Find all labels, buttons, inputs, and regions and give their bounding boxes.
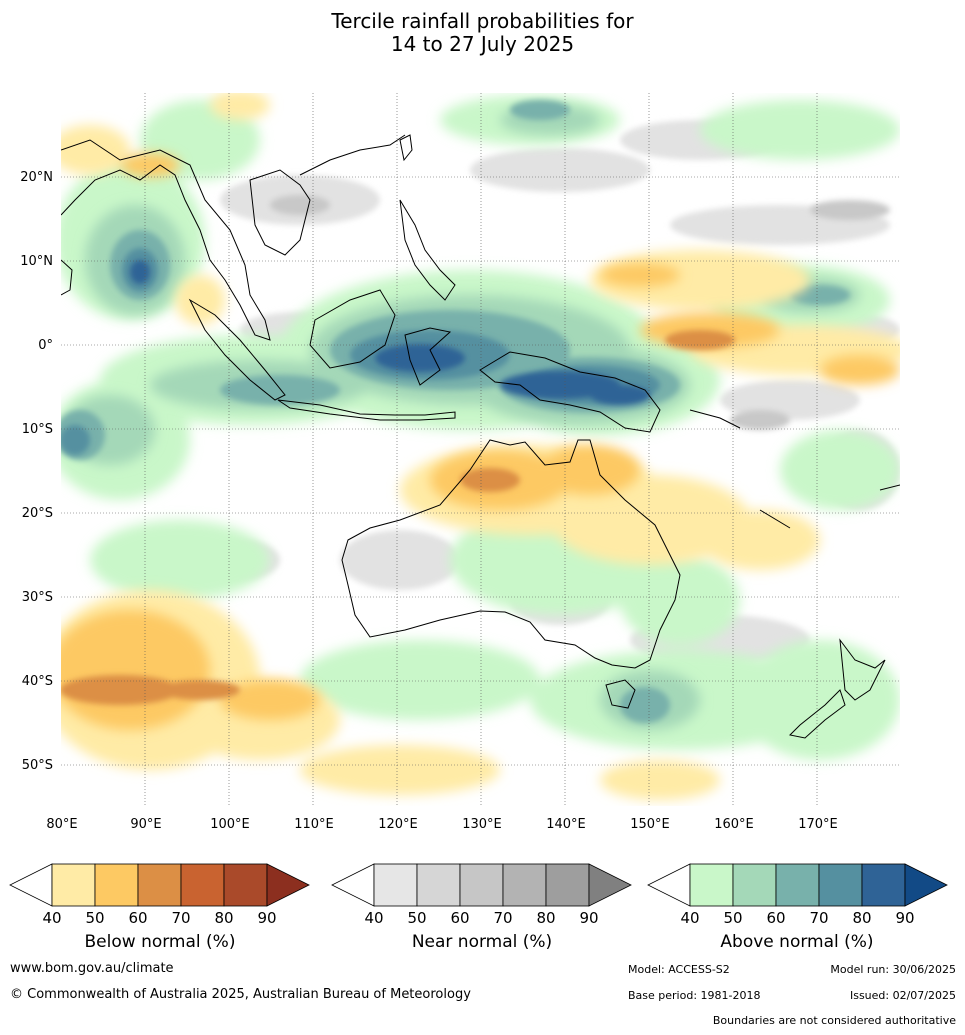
colorbar-tick-label: 40 xyxy=(364,909,383,927)
colorbars: 40 50 60 70 80 90 40 50 60 70 80 90 40 50 60 70 80 90 xyxy=(9,863,948,927)
lat-label: 50°S xyxy=(22,758,53,773)
colorbar-segment xyxy=(502,863,547,907)
colorbar: 40 50 60 70 80 90 xyxy=(9,863,310,927)
lon-label: 150°E xyxy=(630,817,670,832)
boundaries-disclaimer: Boundaries are not considered authoritat… xyxy=(712,1014,956,1027)
title-line-1: Tercile rainfall probabilities for xyxy=(331,9,634,33)
colorbar-tick-label: 90 xyxy=(895,909,914,927)
model-run: Model run: 30/06/2025 xyxy=(830,963,956,976)
colorbar-tick-label: 60 xyxy=(766,909,785,927)
lat-label: 0° xyxy=(38,338,53,353)
colorbar-tick-label: 60 xyxy=(450,909,469,927)
colorbar-tick-label: 90 xyxy=(257,909,276,927)
model-name: Model: ACCESS-S2 xyxy=(628,963,730,976)
colorbar-segment xyxy=(94,863,139,907)
colorbar: 40 50 60 70 80 90 xyxy=(331,863,632,927)
colorbar-min-extension xyxy=(647,863,691,907)
colorbar-tick-label: 60 xyxy=(128,909,147,927)
colorbar-tick-label: 90 xyxy=(579,909,598,927)
lon-label: 170°E xyxy=(798,817,838,832)
colorbar-segment xyxy=(689,863,734,907)
lat-label: 20°S xyxy=(22,506,53,521)
colorbar-tick-label: 70 xyxy=(171,909,190,927)
colorbar-min-extension xyxy=(9,863,53,907)
lat-label: 20°N xyxy=(20,170,53,185)
lon-label: 100°E xyxy=(210,817,250,832)
below-normal-label: Below normal (%) xyxy=(84,932,236,952)
lat-label: 40°S xyxy=(22,674,53,689)
colorbar-segment xyxy=(416,863,461,907)
lon-label: 90°E xyxy=(130,817,161,832)
website-url[interactable]: www.bom.gov.au/climate xyxy=(10,961,174,976)
chart-title: Tercile rainfall probabilities for 14 to… xyxy=(0,10,965,56)
colorbar: 40 50 60 70 80 90 xyxy=(647,863,948,927)
probability-field xyxy=(61,93,900,806)
colorbar-segment xyxy=(137,863,182,907)
lat-label: 10°S xyxy=(22,422,53,437)
lon-label: 80°E xyxy=(46,817,77,832)
colorbar-tick-label: 80 xyxy=(214,909,233,927)
colorbar-tick-label: 70 xyxy=(493,909,512,927)
lon-label: 140°E xyxy=(546,817,586,832)
colorbar-segment xyxy=(545,863,590,907)
base-period: Base period: 1981-2018 xyxy=(628,989,761,1002)
colorbar-min-extension xyxy=(331,863,375,907)
lat-label: 10°N xyxy=(20,254,53,269)
colorbar-segment xyxy=(373,863,418,907)
colorbar-max-extension xyxy=(588,863,632,907)
colorbar-tick-label: 40 xyxy=(680,909,699,927)
lon-label: 130°E xyxy=(462,817,502,832)
latitude-labels: 20°N 10°N 0° 10°S 20°S 30°S 40°S 50°S xyxy=(20,170,53,773)
copyright: © Commonwealth of Australia 2025, Austra… xyxy=(10,987,471,1002)
colorbar-tick-label: 80 xyxy=(852,909,871,927)
issued-date: Issued: 02/07/2025 xyxy=(849,989,956,1002)
colorbar-segment xyxy=(459,863,504,907)
colorbar-tick-label: 50 xyxy=(85,909,104,927)
colorbar-max-extension xyxy=(904,863,948,907)
colorbar-segment xyxy=(861,863,906,907)
colorbar-tick-label: 50 xyxy=(407,909,426,927)
near-normal-label: Near normal (%) xyxy=(411,932,553,952)
colorbar-segment xyxy=(732,863,777,907)
title-line-2: 14 to 27 July 2025 xyxy=(390,32,575,56)
lat-label: 30°S xyxy=(22,590,53,605)
colorbar-segment xyxy=(775,863,820,907)
lon-label: 120°E xyxy=(378,817,418,832)
colorbar-segment xyxy=(223,863,268,907)
colorbar-tick-label: 80 xyxy=(536,909,555,927)
colorbar-tick-label: 50 xyxy=(723,909,742,927)
colorbar-segment xyxy=(818,863,863,907)
colorbar-tick-label: 40 xyxy=(42,909,61,927)
lon-label: 160°E xyxy=(714,817,754,832)
colorbar-tick-label: 70 xyxy=(809,909,828,927)
lon-label: 110°E xyxy=(294,817,334,832)
colorbar-segment xyxy=(51,863,96,907)
coastlines xyxy=(61,134,900,739)
longitude-labels: 80°E 90°E 100°E 110°E 120°E 130°E 140°E … xyxy=(46,817,837,832)
above-normal-label: Above normal (%) xyxy=(720,932,874,952)
colorbar-max-extension xyxy=(266,863,310,907)
colorbar-segment xyxy=(180,863,225,907)
